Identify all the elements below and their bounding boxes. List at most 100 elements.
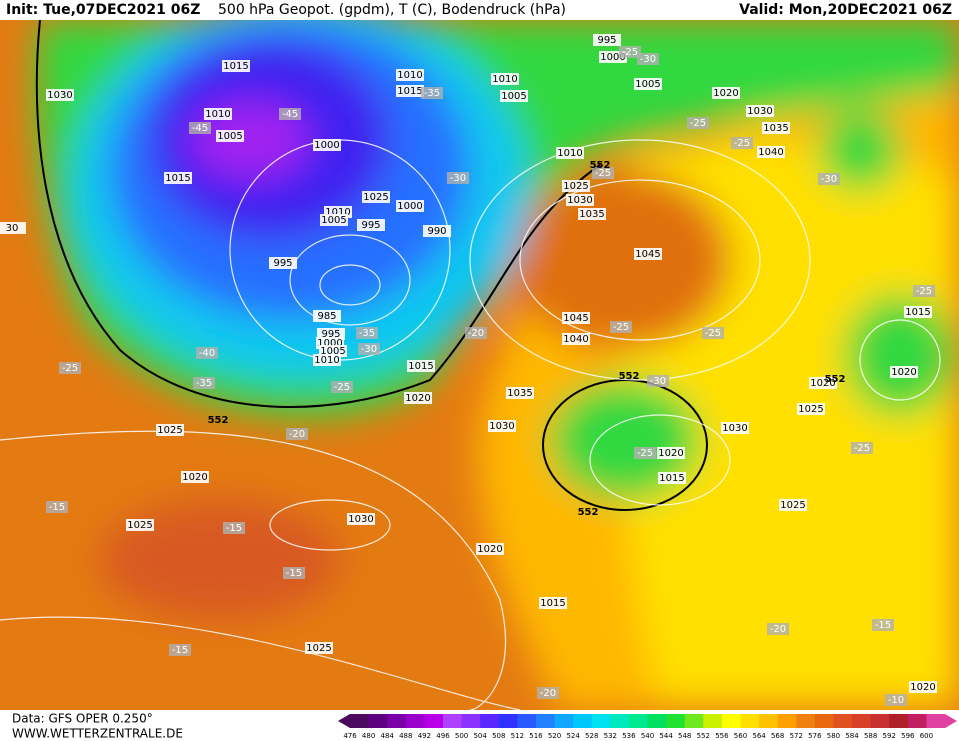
pressure-label: 1025 <box>306 643 331 654</box>
pressure-label: 1030 <box>747 106 772 117</box>
isobar-label: 1005 <box>500 90 528 102</box>
label-box <box>279 108 301 120</box>
isobar-label: 1015 <box>164 172 192 184</box>
label-box <box>313 139 341 151</box>
label-box <box>634 248 662 260</box>
label-box <box>909 681 937 693</box>
label-box <box>196 347 218 359</box>
isotherm-label: -30 <box>818 173 840 185</box>
colorbar-swatch <box>368 714 388 728</box>
label-box <box>687 117 709 129</box>
label-box <box>216 130 244 142</box>
pressure-label: 1040 <box>758 147 783 158</box>
colorbar-swatch <box>405 714 425 728</box>
colorbar-tick-label: 572 <box>790 732 803 740</box>
isobar-label: 1020 <box>657 447 685 459</box>
isobar-label: 1025 <box>779 499 807 511</box>
colorbar-swatch <box>480 714 500 728</box>
pressure-label: 1015 <box>905 307 930 318</box>
colorbar-swatch <box>796 714 816 728</box>
isotherm-label: -25 <box>59 362 81 374</box>
label-box <box>396 200 424 212</box>
isotherm-label: -15 <box>169 644 191 656</box>
colorbar-swatch <box>554 714 574 728</box>
temperature-label: -15 <box>286 568 302 579</box>
colorbar-swatch <box>498 714 518 728</box>
isotherm-label: -25 <box>913 285 935 297</box>
temperature-label: -15 <box>49 502 65 513</box>
label-box <box>331 381 353 393</box>
label-box <box>593 34 621 46</box>
colorbar-swatch <box>517 714 537 728</box>
label-box <box>269 257 297 269</box>
valid-time: Valid: Mon,20DEC2021 06Z <box>739 2 952 18</box>
label-box <box>59 362 81 374</box>
colorbar-swatch <box>814 714 834 728</box>
isobar-label: 1025 <box>305 642 333 654</box>
isobar-label: 1020 <box>809 377 837 389</box>
isotherm-label: -25 <box>731 137 753 149</box>
label-box <box>904 306 932 318</box>
colorbar-swatch <box>721 714 741 728</box>
label-box <box>126 519 154 531</box>
isobar-label: 1030 <box>746 105 774 117</box>
pressure-label: 1025 <box>798 404 823 415</box>
label-box <box>818 173 840 185</box>
label-box <box>767 623 789 635</box>
pressure-label: 1025 <box>363 192 388 203</box>
pressure-label: 995 <box>597 35 616 46</box>
temperature-label: -15 <box>172 645 188 656</box>
temperature-label: -35 <box>359 328 375 339</box>
label-box <box>222 60 250 72</box>
pressure-label: 1000 <box>314 140 339 151</box>
isobar-label: 1010 <box>313 354 341 366</box>
isobar-label: 1025 <box>562 180 590 192</box>
isobar-label: 1030 <box>721 422 749 434</box>
pressure-label: 1030 <box>567 195 592 206</box>
colorbar-tick-label: 568 <box>771 732 784 740</box>
temperature-label: -20 <box>289 429 305 440</box>
colorbar-swatch <box>703 714 723 728</box>
colorbar-tick-label: 512 <box>511 732 524 740</box>
isotherm-label: -20 <box>767 623 789 635</box>
isotherm-label: -35 <box>421 87 443 99</box>
height-label: 552 <box>825 374 846 385</box>
colorbar-swatch <box>591 714 611 728</box>
isotherm-label: -20 <box>286 428 308 440</box>
pressure-label: 995 <box>321 329 340 340</box>
isobar-label: 1015 <box>658 472 686 484</box>
colorbar-tick-label: 560 <box>734 732 747 740</box>
colorbar-swatch <box>647 714 667 728</box>
isobar-label: 1045 <box>634 248 662 260</box>
isobar-label: 1015 <box>396 85 424 97</box>
isobar-label: 1035 <box>506 387 534 399</box>
height-label: 552 <box>619 371 640 382</box>
label-box <box>913 285 935 297</box>
pressure-label: 995 <box>361 220 380 231</box>
colorbar-tick-label: 600 <box>920 732 933 740</box>
isobar-label: 1010 <box>204 108 232 120</box>
label-box <box>657 447 685 459</box>
temperature-label: -25 <box>595 168 611 179</box>
isotherm-label: -25 <box>619 46 641 58</box>
temperature-label: -25 <box>637 448 653 459</box>
label-box <box>46 501 68 513</box>
colorbar-tick-label: 580 <box>827 732 840 740</box>
label-box <box>757 146 785 158</box>
isotherm-label: -25 <box>702 327 724 339</box>
site-name: WWW.WETTERZENTRALE.DE <box>12 727 183 741</box>
isobar-label: 1005 <box>320 214 348 226</box>
label-box <box>407 360 435 372</box>
label-box <box>0 222 26 234</box>
colorbar-swatch <box>442 714 463 728</box>
colorbar-tick-label: 548 <box>678 732 691 740</box>
isobar-label: 1000 <box>313 139 341 151</box>
label-box <box>872 619 894 631</box>
pressure-label: 1000 <box>600 52 625 63</box>
pressure-label: 1010 <box>397 70 422 81</box>
isobar-label: 30 <box>0 222 26 234</box>
colorbar-swatch <box>628 714 648 728</box>
colorbar-tick-label: 492 <box>418 732 431 740</box>
label-box <box>286 428 308 440</box>
label-box <box>305 642 333 654</box>
